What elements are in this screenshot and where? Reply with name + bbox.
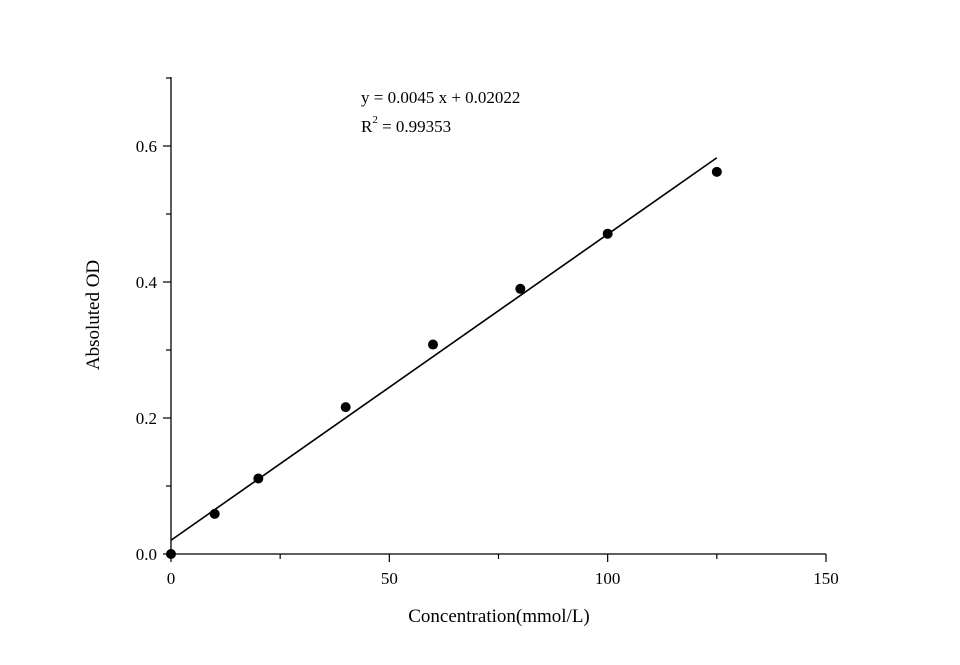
x-axis-title: Concentration(mmol/L) (408, 606, 590, 627)
data-point (711, 166, 722, 177)
r-squared-annotation: R2 = 0.99353 (361, 114, 451, 136)
fit-line-group (170, 157, 718, 541)
data-point (515, 283, 526, 294)
r-squared-value: = 0.99353 (378, 117, 451, 136)
data-point (166, 549, 176, 559)
r-squared-superscript: 2 (372, 114, 378, 126)
ticks (163, 77, 827, 562)
equation-annotation: y = 0.0045 x + 0.02022 (361, 88, 520, 107)
data-point (428, 339, 438, 350)
y-axis-title: Absoluted OD (83, 260, 104, 370)
data-point (340, 402, 351, 413)
x-tick-label: 150 (813, 569, 839, 588)
x-tick-label: 0 (167, 569, 176, 588)
axes (170, 77, 826, 555)
x-tick-label: 50 (381, 569, 398, 588)
r-squared-base: R (361, 117, 373, 136)
y-tick-label: 0.6 (136, 137, 157, 156)
y-tick-label: 0.2 (136, 409, 157, 428)
data-points (166, 166, 722, 559)
fit-line (170, 157, 718, 541)
tick-labels: 0 50 100 150 0.0 0.2 0.4 0.6 (136, 137, 839, 588)
data-point (602, 228, 613, 239)
data-point (209, 508, 220, 519)
x-tick-label: 100 (595, 569, 621, 588)
data-point (253, 473, 264, 484)
y-tick-label: 0.0 (136, 545, 157, 564)
y-tick-label: 0.4 (136, 273, 158, 292)
